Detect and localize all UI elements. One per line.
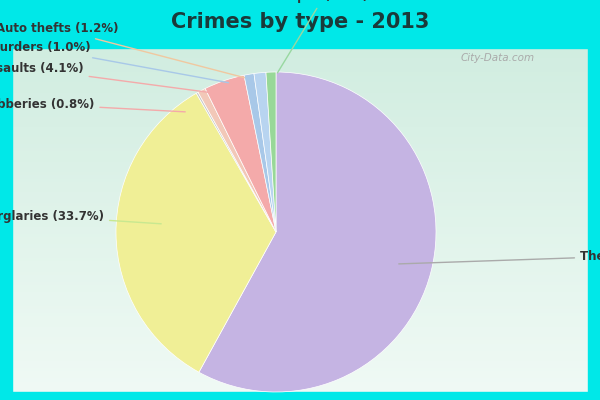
- Bar: [0, 392, 600, 400]
- Wedge shape: [116, 93, 276, 372]
- Wedge shape: [199, 72, 436, 392]
- Text: Crimes by type - 2013: Crimes by type - 2013: [171, 12, 429, 32]
- Text: Rapes (1.0%): Rapes (1.0%): [277, 0, 368, 73]
- Bar: [0, 0, 12, 400]
- Text: Auto thefts (1.2%): Auto thefts (1.2%): [0, 22, 245, 78]
- Bar: [588, 0, 600, 400]
- Wedge shape: [254, 72, 276, 232]
- Text: Murders (1.0%): Murders (1.0%): [0, 42, 229, 83]
- Wedge shape: [266, 72, 276, 232]
- Wedge shape: [205, 75, 276, 232]
- Text: Robberies (0.8%): Robberies (0.8%): [0, 98, 185, 112]
- Bar: [0, 0, 600, 48]
- Text: Thefts (58.0%): Thefts (58.0%): [399, 250, 600, 264]
- Wedge shape: [198, 88, 276, 232]
- Text: Assaults (4.1%): Assaults (4.1%): [0, 62, 209, 92]
- Wedge shape: [244, 74, 276, 232]
- Wedge shape: [196, 92, 276, 232]
- Text: Burglaries (33.7%): Burglaries (33.7%): [0, 210, 161, 224]
- Text: City-Data.com: City-Data.com: [461, 53, 535, 63]
